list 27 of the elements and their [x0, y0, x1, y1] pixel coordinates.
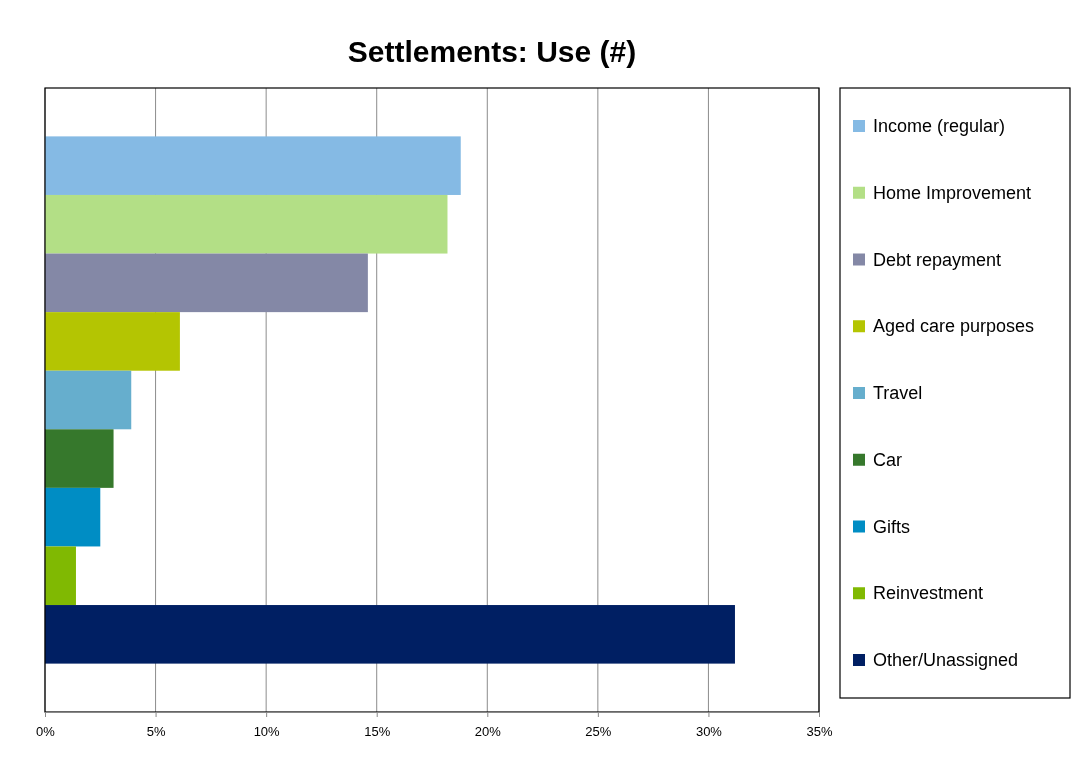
bar — [45, 312, 180, 371]
bar — [45, 429, 114, 488]
bar — [45, 370, 132, 430]
legend-label: Income (regular) — [873, 116, 1006, 136]
legend-label: Aged care purposes — [873, 316, 1035, 337]
chart-title: Settlements: Use (#) — [347, 35, 637, 68]
x-tick-label: 35% — [806, 724, 833, 740]
legend-label: Other/Unassigned — [873, 650, 1019, 670]
bar — [45, 605, 735, 664]
x-tick-label: 25% — [585, 724, 612, 740]
bar — [45, 194, 448, 254]
x-tick-label: 20% — [474, 724, 502, 740]
x-tick-label: 30% — [695, 724, 723, 740]
legend-label: Travel — [873, 383, 923, 403]
bar — [45, 546, 76, 606]
legend-label: Reinvestment — [873, 583, 984, 604]
x-tick-label: 10% — [253, 724, 281, 740]
legend-label: Debt repayment — [873, 249, 1002, 270]
bar — [45, 253, 368, 313]
x-tick-label: 0% — [36, 724, 56, 740]
legend-label: Car — [873, 449, 903, 470]
bar — [45, 487, 101, 547]
bar — [45, 136, 461, 195]
legend-label: Gifts — [873, 516, 911, 537]
legend-label: Home Improvement — [873, 182, 1032, 203]
x-tick-label: 5% — [146, 724, 166, 740]
x-tick-label: 15% — [364, 724, 391, 740]
